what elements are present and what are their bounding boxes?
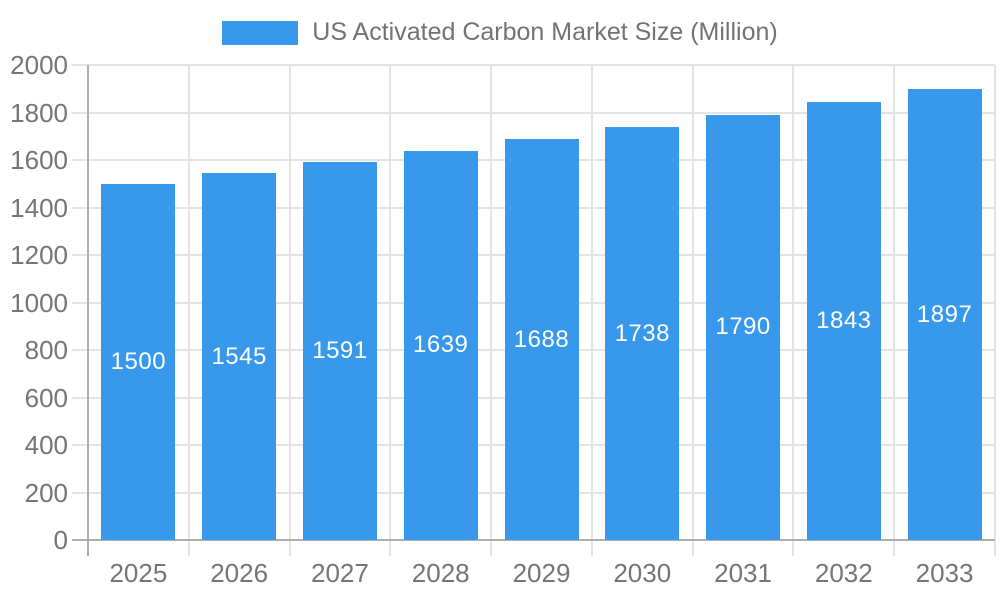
y-tick-label: 600: [24, 382, 68, 413]
bar-2027[interactable]: 1591: [302, 162, 377, 540]
gridline-vertical: [288, 65, 291, 556]
x-tick-label: 2029: [512, 558, 571, 588]
bar-2033[interactable]: 1897: [907, 89, 982, 540]
bar-value-label: 1639: [413, 331, 469, 359]
bar-2025[interactable]: 1500: [101, 183, 176, 540]
x-tick-label: 2030: [613, 558, 672, 588]
x-tick-label: 2025: [109, 558, 168, 588]
y-tick-label: 1400: [10, 192, 68, 223]
y-axis-line: [87, 65, 89, 556]
bar-2029[interactable]: 1688: [504, 139, 579, 540]
x-tick-label: 2028: [411, 558, 470, 588]
gridline-vertical: [389, 65, 392, 556]
bar-value-label: 1738: [614, 319, 670, 347]
gridline-vertical: [691, 65, 694, 556]
bar-2031[interactable]: 1790: [706, 114, 781, 540]
x-tick-label: 2032: [814, 558, 873, 588]
gridline-horizontal: [72, 64, 995, 66]
bar-value-label: 1591: [312, 337, 368, 365]
bar-value-label: 1790: [715, 313, 771, 341]
bar-value-label: 1897: [916, 300, 973, 328]
bar-2026[interactable]: 1545: [202, 173, 277, 540]
y-tick-label: 0: [53, 525, 68, 555]
y-tick-label: 400: [24, 430, 68, 460]
x-tick-label: 2026: [210, 558, 269, 588]
bar-value-label: 1843: [816, 307, 872, 335]
bar-2028[interactable]: 1639: [403, 150, 478, 540]
gridline-vertical: [792, 65, 795, 556]
gridline-vertical: [590, 65, 593, 556]
gridline-vertical: [893, 65, 896, 556]
chart-legend[interactable]: US Activated Carbon Market Size (Million…: [0, 18, 1000, 47]
gridline-vertical: [490, 65, 493, 556]
y-tick-label: 1800: [10, 97, 68, 128]
x-axis-line: [72, 539, 995, 541]
y-tick-label: 2000: [10, 50, 68, 80]
gridline-horizontal: [72, 111, 995, 114]
bar-value-label: 1688: [513, 325, 570, 353]
y-tick-label: 800: [24, 335, 68, 365]
bar-value-label: 1545: [211, 342, 267, 370]
x-tick-label: 2033: [915, 558, 974, 588]
bar-2030[interactable]: 1738: [605, 127, 680, 540]
legend-swatch: [222, 20, 299, 45]
y-tick-label: 200: [24, 477, 68, 508]
x-tick-label: 2027: [311, 558, 369, 588]
x-tick-label: 2031: [714, 558, 772, 588]
bar-value-label: 1500: [110, 347, 167, 375]
gridline-vertical: [994, 65, 996, 556]
y-tick-label: 1000: [10, 287, 68, 318]
y-tick-label: 1200: [10, 240, 68, 270]
bar-2032[interactable]: 1843: [806, 102, 881, 540]
legend-label: US Activated Carbon Market Size (Million…: [312, 18, 778, 46]
y-tick-label: 1600: [10, 145, 68, 175]
gridline-vertical: [187, 65, 190, 556]
